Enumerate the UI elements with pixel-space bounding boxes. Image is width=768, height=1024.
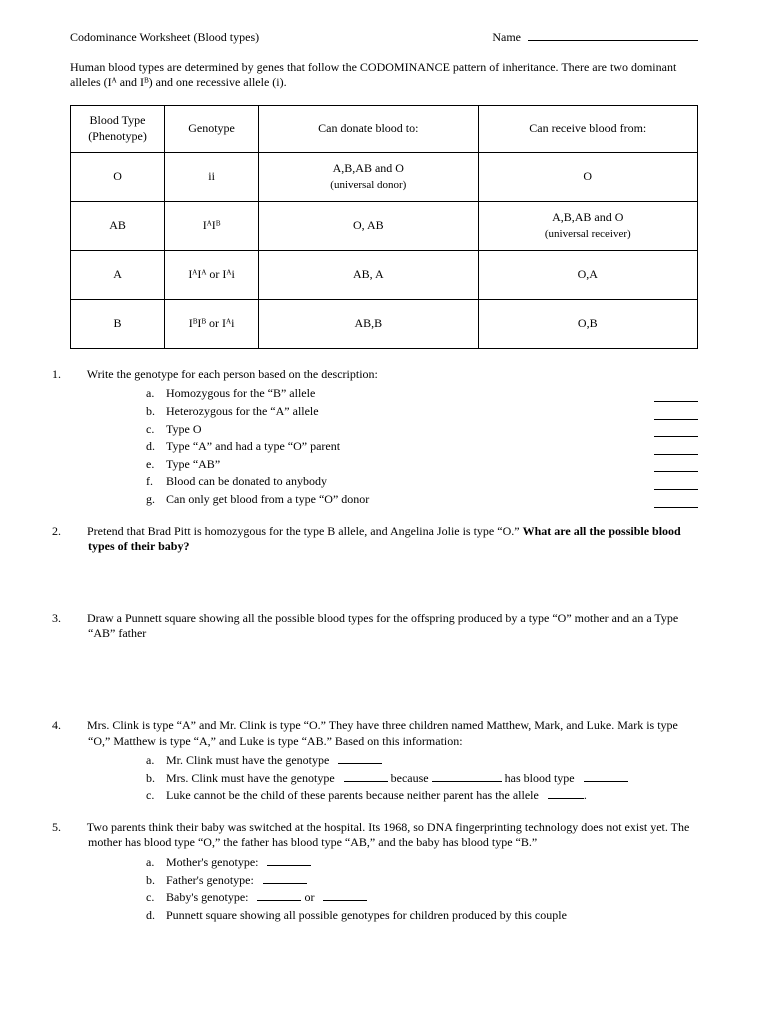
col-donate: Can donate blood to:	[259, 105, 478, 152]
answer-blank	[338, 763, 382, 764]
question-3: 3. Draw a Punnett square showing all the…	[70, 611, 698, 642]
question-1: 1. Write the genotype for each person ba…	[70, 367, 698, 508]
q5-items: a.Mother's genotype: b.Father's genotype…	[88, 855, 698, 923]
answer-blank	[654, 474, 698, 490]
name-blank	[528, 40, 698, 41]
question-4: 4. Mrs. Clink is type “A” and Mr. Clink …	[70, 718, 698, 804]
worksheet-title: Codominance Worksheet (Blood types)	[70, 30, 259, 46]
answer-blank	[654, 439, 698, 455]
answer-blank	[257, 900, 301, 901]
name-field: Name	[492, 30, 698, 46]
table-row: B IᴮIᴮ or Iᴬi AB,B O,B	[71, 299, 698, 348]
col-phenotype: Blood Type (Phenotype)	[71, 105, 165, 152]
answer-blank	[548, 798, 584, 799]
q4-items: a.Mr. Clink must have the genotype b.Mrs…	[88, 753, 698, 804]
answer-blank	[263, 883, 307, 884]
page-header: Codominance Worksheet (Blood types) Name	[70, 30, 698, 46]
worksheet-page: Codominance Worksheet (Blood types) Name…	[0, 0, 768, 1024]
col-genotype: Genotype	[165, 105, 259, 152]
table-row: AB IᴬIᴮ O, AB A,B,AB and O(universal rec…	[71, 201, 698, 250]
answer-blank	[344, 781, 388, 782]
table-row: A IᴬIᴬ or Iᴬi AB, A O,A	[71, 250, 698, 299]
answer-blank	[654, 492, 698, 508]
q1-items: a.Homozygous for the “B” allele b.Hetero…	[88, 386, 698, 507]
question-2: 2. Pretend that Brad Pitt is homozygous …	[70, 524, 698, 555]
blood-type-table: Blood Type (Phenotype) Genotype Can dona…	[70, 105, 698, 349]
question-5: 5. Two parents think their baby was swit…	[70, 820, 698, 924]
table-header-row: Blood Type (Phenotype) Genotype Can dona…	[71, 105, 698, 152]
answer-blank	[432, 781, 502, 782]
answer-blank	[323, 900, 367, 901]
answer-blank	[654, 457, 698, 473]
intro-text: Human blood types are determined by gene…	[70, 60, 698, 91]
col-receive: Can receive blood from:	[478, 105, 697, 152]
answer-blank	[267, 865, 311, 866]
answer-blank	[584, 781, 628, 782]
answer-blank	[654, 422, 698, 438]
answer-blank	[654, 386, 698, 402]
table-row: O ii A,B,AB and O(universal donor) O	[71, 152, 698, 201]
answer-blank	[654, 404, 698, 420]
